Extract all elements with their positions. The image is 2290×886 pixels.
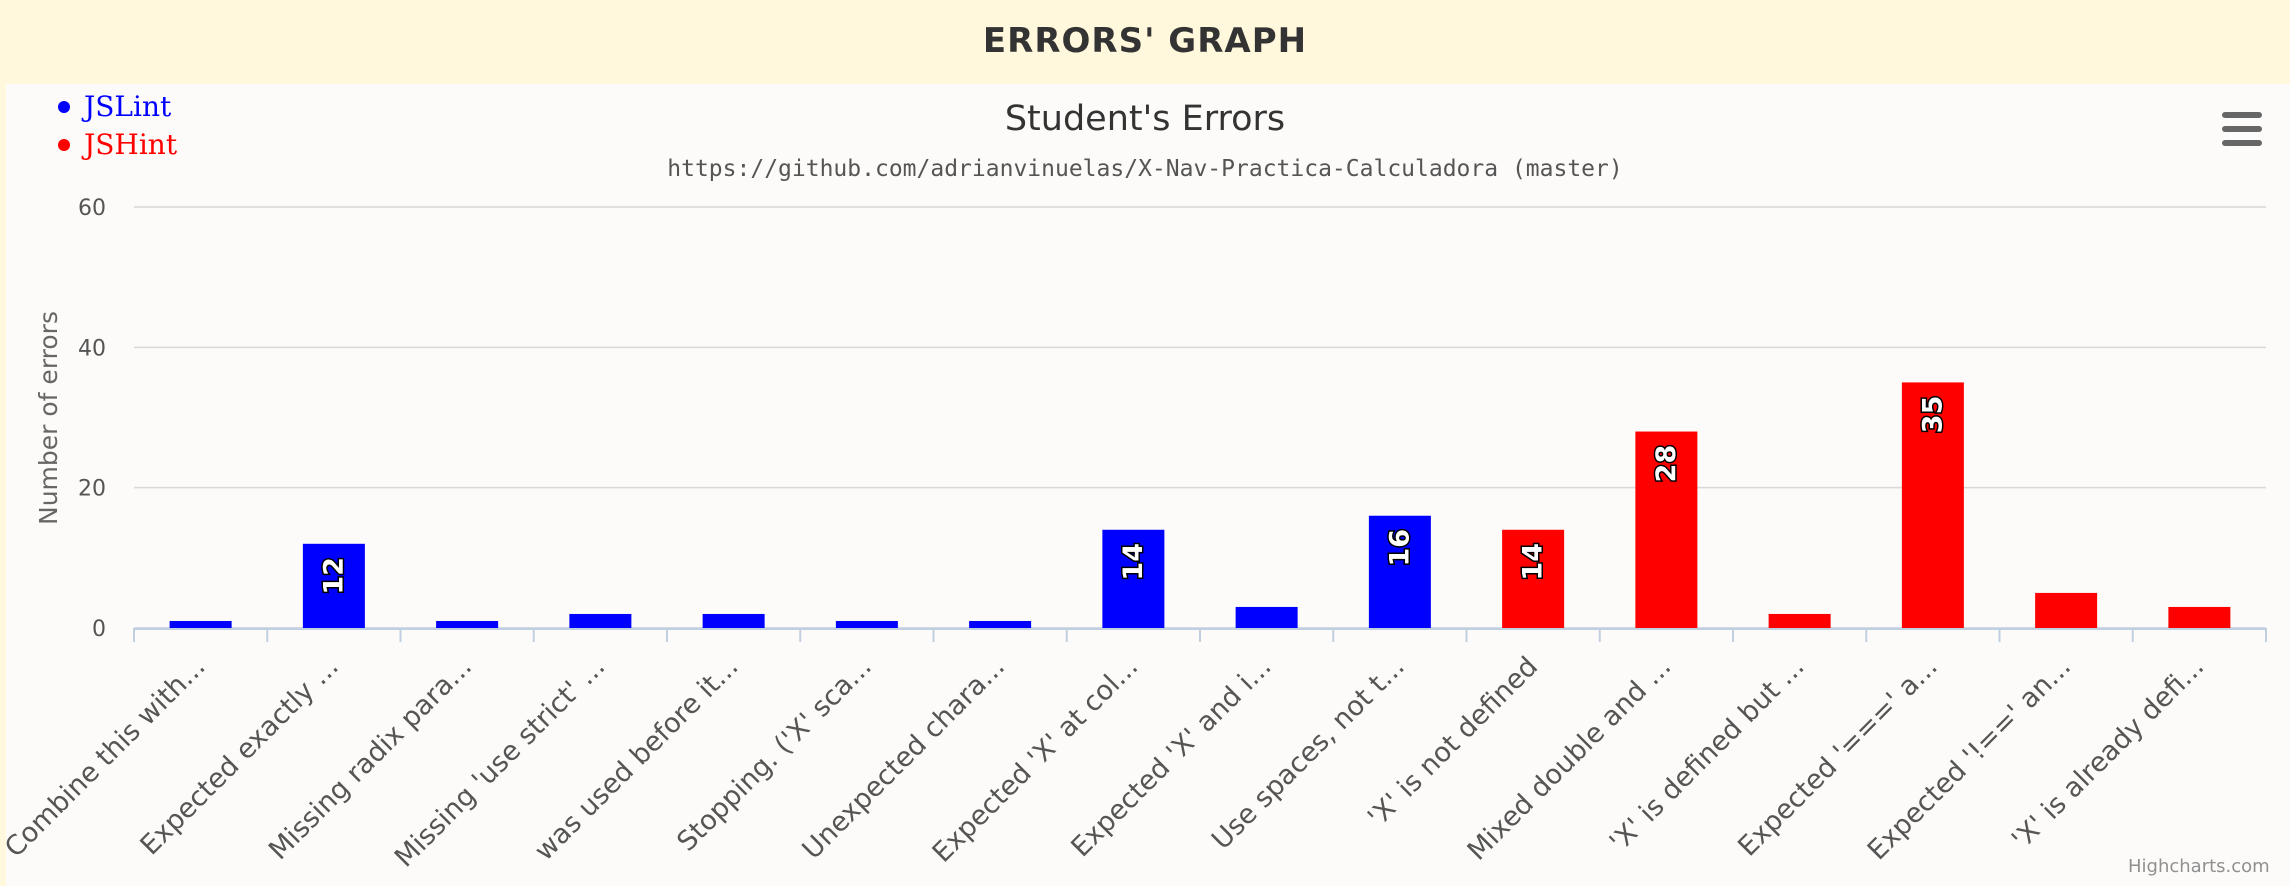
data-label: 14: [1118, 543, 1149, 581]
legend-marker-jshint: [58, 139, 70, 151]
data-label: 35: [1917, 396, 1948, 434]
bar[interactable]: [2035, 592, 2098, 628]
hamburger-menu-icon: [2222, 126, 2262, 132]
legend-marker-jslint: [58, 101, 70, 113]
bar[interactable]: [436, 620, 499, 628]
legend-label-jshint: JSHint: [84, 128, 178, 161]
bar[interactable]: [169, 620, 232, 628]
y-tick-label: 0: [92, 617, 106, 642]
data-label: 14: [1518, 543, 1549, 581]
data-label: 16: [1384, 529, 1415, 567]
legend: JSLint JSHint: [58, 88, 177, 164]
y-tick-label: 40: [78, 336, 106, 361]
legend-label-jslint: JSLint: [84, 90, 172, 123]
page-title: ERRORS' GRAPH: [982, 21, 1308, 61]
legend-item-jshint[interactable]: JSHint: [58, 126, 177, 164]
chart-title: Student's Errors: [1005, 99, 1285, 139]
bar[interactable]: [835, 620, 898, 628]
bar[interactable]: [702, 613, 765, 628]
bar[interactable]: [969, 620, 1032, 628]
data-label: 12: [318, 557, 349, 595]
bar[interactable]: [1235, 606, 1298, 628]
bar[interactable]: [2168, 606, 2231, 628]
hamburger-menu-icon: [2222, 140, 2262, 146]
bar[interactable]: [302, 543, 365, 628]
y-tick-label: 60: [78, 196, 106, 221]
chart-menu-button[interactable]: [2222, 112, 2262, 146]
bar[interactable]: [1502, 529, 1565, 628]
bar[interactable]: [1901, 382, 1964, 628]
hamburger-menu-icon: [2222, 112, 2262, 118]
data-label: 28: [1651, 445, 1682, 483]
bar[interactable]: [1368, 515, 1431, 628]
bar[interactable]: [569, 613, 632, 628]
bar[interactable]: [1102, 529, 1165, 628]
y-axis-label: Number of errors: [34, 311, 63, 525]
bar[interactable]: [1768, 613, 1831, 628]
credits-link[interactable]: Highcharts.com: [2128, 856, 2270, 877]
page-header: ERRORS' GRAPH: [0, 0, 2290, 82]
legend-item-jslint[interactable]: JSLint: [58, 88, 177, 126]
bar[interactable]: [1635, 431, 1698, 628]
y-tick-label: 20: [78, 477, 106, 502]
chart-subtitle: https://github.com/adrianvinuelas/X-Nav-…: [667, 156, 1622, 182]
